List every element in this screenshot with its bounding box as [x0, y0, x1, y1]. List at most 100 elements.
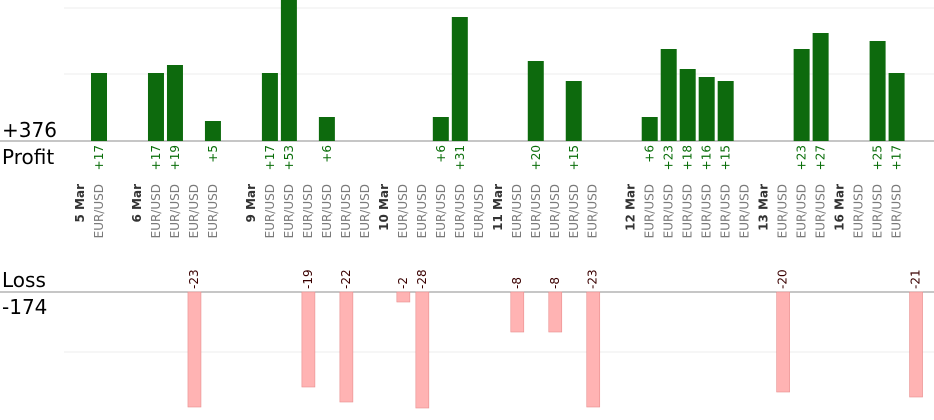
profit-value-label-11: +6 — [643, 145, 657, 163]
pair-label-28: EUR/USD — [795, 184, 809, 238]
profit-bar-17 — [812, 33, 829, 141]
profit-bar-12 — [660, 49, 677, 141]
loss-bars — [187, 291, 923, 409]
date-label-6: 13 Mar — [757, 184, 771, 231]
loss-bar-6 — [548, 291, 563, 333]
profit-value-label-16: +23 — [795, 145, 809, 170]
date-label-7: 16 Mar — [833, 184, 847, 231]
profit-bar-14 — [698, 77, 715, 141]
profit-bars — [91, 0, 905, 141]
pair-label-3: EUR/USD — [187, 184, 201, 238]
pair-label-0: EUR/USD — [92, 184, 106, 238]
profit-value-label-10: +15 — [567, 145, 581, 170]
profit-value-label-7: +6 — [434, 145, 448, 163]
pair-label-6: EUR/USD — [282, 184, 296, 238]
pair-label-7: EUR/USD — [301, 184, 315, 238]
loss-bar-0 — [187, 291, 202, 408]
pair-label-20: EUR/USD — [586, 184, 600, 238]
profit-bar-4 — [261, 73, 278, 141]
loss-value-label-1: -19 — [301, 269, 315, 289]
pair-label-24: EUR/USD — [700, 184, 714, 238]
pair-label-21: EUR/USD — [643, 184, 657, 238]
loss-bar-8 — [776, 291, 790, 393]
profit-value-label-1: +17 — [149, 145, 163, 170]
profit-value-label-0: +17 — [92, 145, 106, 170]
profit-bar-11 — [641, 117, 658, 141]
date-label-2: 9 Mar — [244, 184, 258, 223]
profit-bar-8 — [451, 17, 468, 141]
date-label-1: 6 Mar — [130, 184, 144, 223]
profit-value-label-8: +31 — [453, 145, 467, 170]
profit-value-label-4: +17 — [263, 145, 277, 170]
loss-bar-1 — [301, 291, 316, 388]
date-label-5: 12 Mar — [624, 184, 638, 231]
loss-value-label-6: -8 — [548, 277, 562, 289]
pair-label-15: EUR/USD — [472, 184, 486, 238]
profit-bar-6 — [318, 117, 335, 141]
pair-label-13: EUR/USD — [434, 184, 448, 238]
profit-value-label-3: +5 — [206, 145, 220, 163]
profit-value-label-15: +15 — [719, 145, 733, 170]
pair-label-30: EUR/USD — [852, 184, 866, 238]
loss-bar-5 — [510, 291, 525, 333]
profit-bar-10 — [565, 81, 582, 141]
loss-bar-9 — [909, 291, 923, 398]
profit-bar-13 — [679, 69, 696, 141]
pair-label-8: EUR/USD — [320, 184, 334, 238]
pair-label-19: EUR/USD — [567, 184, 581, 238]
profit-value-label-9: +20 — [529, 145, 543, 170]
pair-label-10: EUR/USD — [358, 184, 372, 238]
date-label-3: 10 Mar — [377, 184, 391, 231]
pair-label-26: EUR/USD — [738, 184, 752, 238]
profit-bar-2 — [166, 65, 183, 141]
profit-bar-3 — [204, 121, 221, 141]
profit-bar-15 — [717, 81, 734, 141]
pair-label-1: EUR/USD — [149, 184, 163, 238]
profit-bar-0 — [91, 73, 108, 141]
loss-bar-3 — [396, 291, 411, 303]
loss-total: -174 — [2, 295, 47, 319]
profit-value-label-5: +53 — [282, 145, 296, 170]
loss-bar-2 — [339, 291, 354, 403]
loss-value-label-3: -2 — [396, 277, 410, 289]
pair-label-11: EUR/USD — [396, 184, 410, 238]
profit-value-label-18: +25 — [871, 145, 885, 170]
pair-label-14: EUR/USD — [453, 184, 467, 238]
pair-label-32: EUR/USD — [890, 184, 904, 238]
loss-label: Loss — [2, 268, 46, 292]
loss-bar-7 — [586, 291, 601, 408]
loss-bar-4 — [415, 291, 430, 409]
pair-label-5: EUR/USD — [263, 184, 277, 238]
loss-value-label-2: -22 — [339, 269, 353, 289]
pair-label-18: EUR/USD — [548, 184, 562, 238]
profit-bar-1 — [147, 73, 164, 141]
date-label-0: 5 Mar — [73, 184, 87, 223]
pair-label-16: EUR/USD — [510, 184, 524, 238]
loss-value-label-4: -28 — [415, 269, 429, 289]
profit-value-label-14: +16 — [700, 145, 714, 170]
loss-value-label-0: -23 — [187, 269, 201, 289]
profit-value-label-19: +17 — [890, 145, 904, 170]
loss-value-label-7: -23 — [586, 269, 600, 289]
pair-label-27: EUR/USD — [776, 184, 790, 238]
pair-label-4: EUR/USD — [206, 184, 220, 238]
pair-label-12: EUR/USD — [415, 184, 429, 238]
pair-label-22: EUR/USD — [662, 184, 676, 238]
category-labels: EUR/USD EUR/USD EUR/USD EUR/USD EUR/USD EUR/U… — [73, 184, 904, 238]
profit-bar-19 — [888, 73, 905, 141]
profit-bar-5 — [280, 0, 297, 141]
pair-label-31: EUR/USD — [871, 184, 885, 238]
loss-value-label-8: -20 — [776, 269, 790, 289]
profit-value-label-12: +23 — [662, 145, 676, 170]
pair-label-25: EUR/USD — [719, 184, 733, 238]
profit-value-label-2: +19 — [168, 145, 182, 170]
profit-bar-7 — [432, 117, 449, 141]
pair-label-29: EUR/USD — [814, 184, 828, 238]
profit-label: Profit — [2, 145, 54, 169]
loss-value-labels: -23 -19 -22 -2 -28 -8 -8 -23 -20 -21 — [187, 269, 923, 289]
profit-bar-18 — [869, 41, 886, 141]
profit-value-labels: +17 +17 +19 +5 +17 +53 +6 +6 +31 +20 +15 +6 +23 +18 +1… — [92, 145, 904, 170]
profit-value-label-17: +27 — [814, 145, 828, 170]
profit-total: +376 — [2, 118, 57, 142]
